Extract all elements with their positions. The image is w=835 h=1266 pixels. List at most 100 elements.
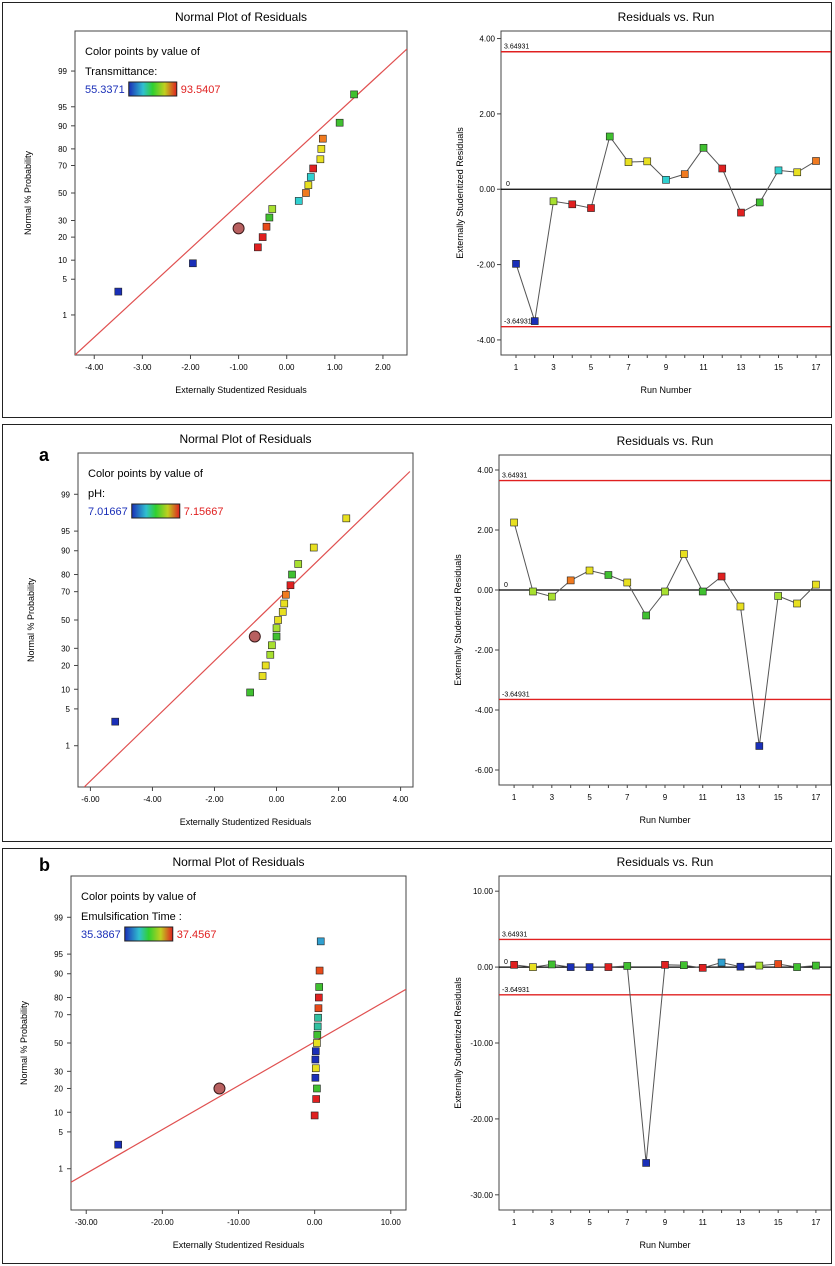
a-run-plot-frame: [498, 454, 831, 786]
b-run-point-13: [736, 962, 745, 971]
top-ytick-label-10: 99: [58, 67, 67, 76]
a-xtick-label-4: 9: [663, 793, 668, 802]
top-residual-point-12: [316, 155, 325, 164]
a-ytick-label-1: 2.00: [477, 526, 493, 535]
b-xtick-label-7: 15: [774, 1218, 783, 1227]
top-normal-plot-title: Normal Plot of Residuals: [175, 10, 307, 24]
b-ytick-label-3: 20: [54, 1084, 63, 1093]
a-run-point-6: [604, 571, 613, 579]
top-residual-point-6: [268, 205, 277, 213]
a-zero-label: 0: [504, 582, 508, 589]
top-xtick-label-1: -3.00: [133, 363, 152, 372]
a-run-point-7: [623, 578, 632, 587]
figure-panel-top: Normal Plot of Residuals 1 5 10 20 30 50 70 80 90…: [2, 2, 832, 418]
a-normal-plot-frame: [77, 452, 414, 788]
top-ytick-label-2: 10: [58, 256, 67, 265]
a-ytick-label-3: -2.00: [475, 646, 494, 655]
top-xtick-label-2: -2.00: [181, 363, 200, 372]
b-ytick-label-5: 50: [54, 1039, 63, 1048]
b-run-point-16: [793, 963, 801, 971]
b-residual-point-9: [313, 1031, 322, 1039]
top-residual-point-15: [335, 118, 344, 127]
b-residual-point-3: [313, 1084, 321, 1093]
b-xtick-label-2: -10.00: [227, 1218, 250, 1227]
b-yaxis-title: Externally Studentized Residuals: [453, 977, 463, 1109]
b-ytick-label-9: 95: [54, 950, 63, 959]
top-xtick-label-4: 9: [664, 363, 669, 372]
top-ytick-label-3: 20: [58, 233, 67, 242]
b-legend-max: 37.4567: [177, 929, 217, 941]
a-yaxis-title: Externally Studentized Residuals: [453, 554, 463, 686]
a-run-point-1: [510, 518, 518, 527]
a-ytick-label-6: 70: [61, 588, 70, 597]
b-run-point-2: [529, 963, 537, 971]
b-ytick-label-4: 30: [54, 1067, 63, 1076]
panel-a-svg: Normal Plot of Residuals1510203050708090…: [26, 432, 831, 827]
top-run-point-9: [662, 176, 670, 184]
top-residual-point-7: [294, 197, 303, 205]
a-xtick-label-5: 4.00: [393, 795, 409, 804]
panel-label-a: a: [39, 445, 50, 465]
a-run-point-14: [755, 742, 764, 750]
b-legend-line1: Color points by value of: [81, 891, 197, 903]
a-legend-line2: pH:: [88, 488, 105, 500]
a-ytick-label-5: -6.00: [475, 766, 494, 775]
a-xtick-label-6: 13: [736, 793, 745, 802]
a-run-point-4: [566, 576, 575, 585]
top-residual-point-10: [306, 173, 315, 181]
b-normal-plot-frame: [70, 875, 407, 1211]
b-ytick-label-4: -30.00: [470, 1191, 493, 1200]
a-ytick-label-4: 30: [61, 644, 70, 653]
a-run-point-8: [642, 611, 650, 620]
top-ytick-label-0: 1: [63, 311, 68, 320]
b-run-point-15: [774, 960, 782, 968]
top-xtick-label-6: 13: [737, 363, 746, 372]
a-legend-line1: Color points by value of: [88, 468, 204, 480]
a-xtick-label-3: 7: [625, 793, 630, 802]
a-residual-point-0: [111, 717, 120, 726]
b-run-point-1: [510, 961, 518, 969]
top-xtick-label-0: 1: [514, 363, 519, 372]
a-residual-point-12: [286, 581, 295, 590]
a-fit-line: [83, 471, 411, 787]
b-residual-point-5: [311, 1064, 320, 1073]
top-legend-colorbar: [128, 81, 178, 97]
top-run-point-7: [624, 158, 633, 166]
b-run-point-14: [755, 961, 764, 970]
b-run-point-10: [680, 961, 688, 969]
b-xtick-label-6: 13: [736, 1218, 745, 1227]
a-xaxis-title: Externally Studentized Residuals: [180, 817, 312, 827]
top-run-point-3: [549, 197, 558, 206]
top-yaxis-title: Externally Studentized Residuals: [455, 127, 465, 259]
a-run-point-2: [529, 587, 537, 596]
top-ytick-label-5: 50: [58, 189, 67, 198]
a-ytick-label-10: 99: [61, 490, 70, 499]
b-xtick-label-0: -30.00: [75, 1218, 98, 1227]
a-xaxis-title: Run Number: [639, 815, 690, 825]
a-residual-point-3: [261, 661, 270, 670]
top-legend-line2: Transmittance:: [85, 66, 157, 78]
a-run-point-11: [698, 587, 707, 596]
top-run-point-16: [793, 168, 802, 177]
a-xtick-label-7: 15: [774, 793, 783, 802]
a-run-plot-title: Residuals vs. Run: [617, 434, 714, 448]
top-run-point-12: [718, 164, 727, 173]
top-xtick-label-3: -1.00: [229, 363, 248, 372]
top-upper-limit-label: 3.64931: [504, 44, 529, 51]
top-residual-point-14: [318, 134, 327, 143]
a-center-point: [248, 630, 261, 643]
top-run-point-6: [605, 132, 614, 141]
top-legend-line1: Color points by value of: [85, 46, 201, 58]
b-residual-point-8: [313, 1039, 321, 1047]
a-residual-point-4: [266, 650, 275, 659]
top-ytick-label-2: 0.00: [479, 185, 495, 194]
top-residual-point-0: [114, 287, 123, 296]
b-center-point: [213, 1082, 226, 1095]
a-ytick-label-3: 20: [61, 661, 70, 670]
a-yaxis-title: Normal % Probability: [26, 577, 36, 662]
top-run-point-17: [812, 157, 820, 165]
a-lower-limit-label: -3.64931: [502, 691, 530, 698]
b-residual-point-0: [114, 1140, 123, 1149]
b-residual-point-12: [314, 1004, 323, 1013]
top-ytick-label-4: -4.00: [477, 336, 496, 345]
